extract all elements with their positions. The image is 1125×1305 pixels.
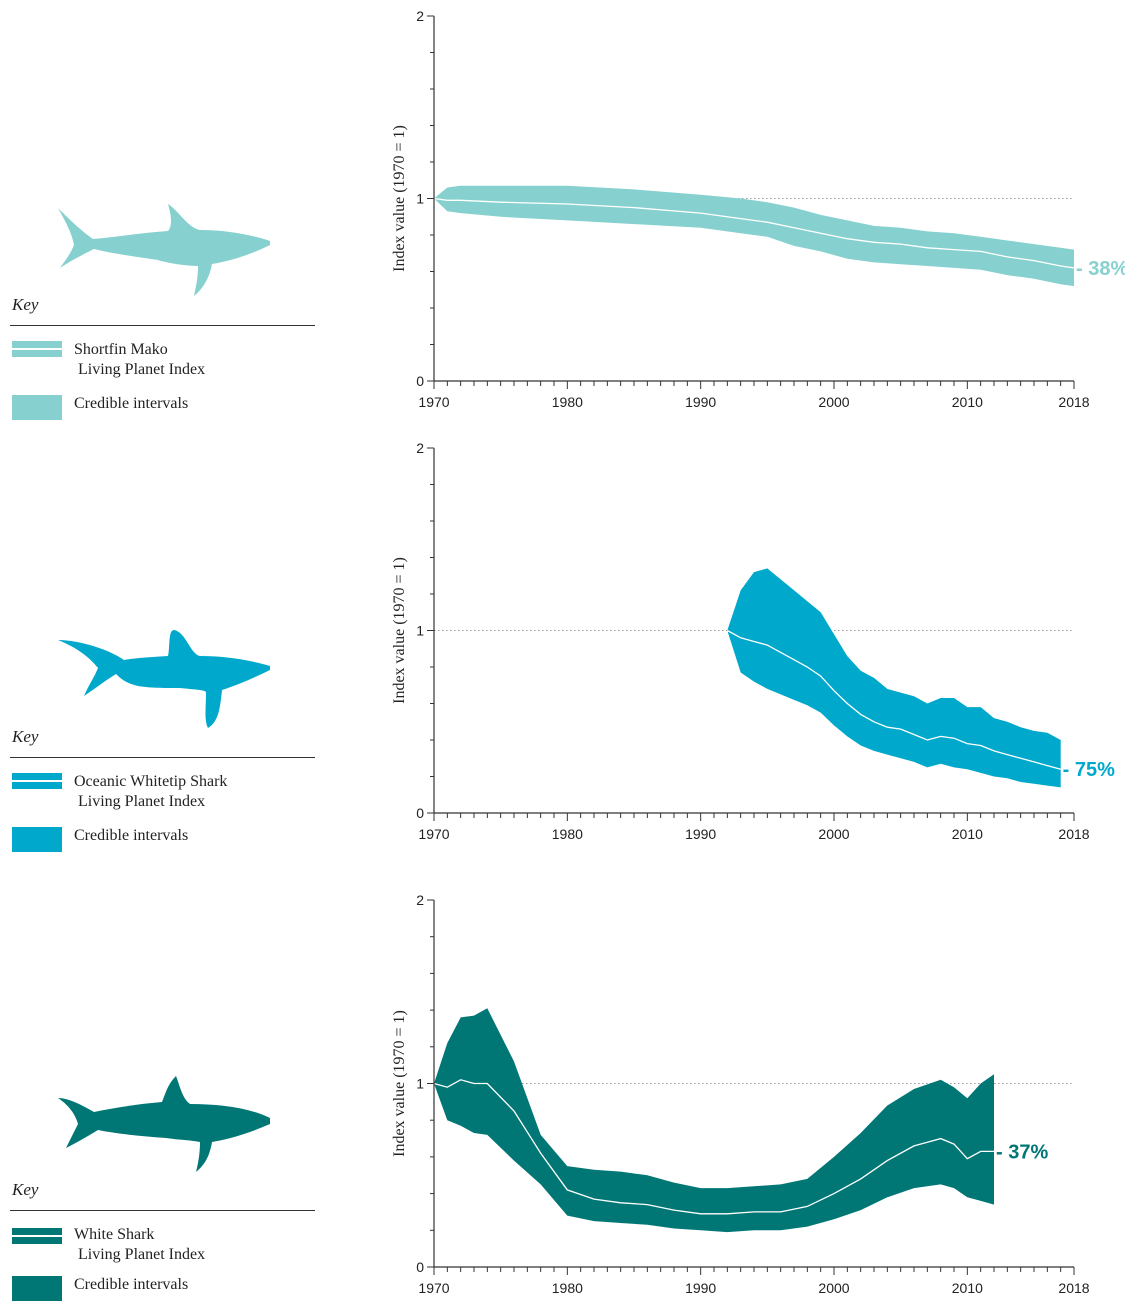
y-tick-label: 2 (416, 440, 424, 456)
y-axis-title: Index value (1970 = 1) (391, 125, 408, 272)
panel-white-shark: Key White Shark Living Planet Index Cred… (0, 878, 1125, 1305)
x-tick-label: 2018 (1058, 394, 1089, 410)
panel-oceanic-whitetip: Key Oceanic Whitetip Shark Living Planet… (0, 432, 1125, 862)
percent-change-label: - 37% (996, 1141, 1048, 1163)
y-tick-label: 0 (416, 1259, 424, 1275)
interval-swatch (12, 1276, 62, 1301)
x-tick-label: 1980 (552, 1280, 583, 1296)
x-tick-label: 1980 (552, 826, 583, 842)
y-axis-title: Index value (1970 = 1) (391, 1010, 408, 1157)
x-tick-label: 1980 (552, 394, 583, 410)
x-tick-label: 1990 (685, 394, 716, 410)
chart-oceanic-whitetip: 0 1 2 1970 1980 1990 2000 2010 2018 Index value (… (391, 440, 1115, 842)
credible-interval-band (727, 568, 1061, 788)
index-legend-label: White Shark Living Planet Index (74, 1226, 206, 1263)
key-divider (10, 325, 315, 326)
x-tick-label: 2000 (818, 394, 849, 410)
index-line-swatch (12, 773, 62, 789)
x-tick-label: 1970 (418, 394, 449, 410)
index-line-swatch (12, 1228, 62, 1244)
interval-swatch (12, 395, 62, 420)
x-tick-label: 2018 (1058, 826, 1089, 842)
y-tick-label: 2 (416, 8, 424, 24)
y-tick-label: 1 (416, 1076, 424, 1092)
oceanic-whitetip-silhouette-icon (58, 630, 270, 728)
index-line (433, 197, 1075, 269)
x-tick-label: 1970 (418, 1280, 449, 1296)
interval-legend-label: Credible intervals (74, 827, 189, 844)
chart-shortfin-mako: 0 1 2 1970 1980 1990 2000 2010 2018 Index value (… (391, 8, 1125, 410)
index-line (726, 629, 1061, 770)
x-tick-label: 1990 (685, 826, 716, 842)
chart-white-shark: 0 1 2 1970 1980 1990 2000 2010 2018 Index value (… (391, 892, 1090, 1296)
key-title: Key (12, 1180, 39, 1199)
y-tick-label: 0 (416, 373, 424, 389)
panel-shortfin-mako: Key Shortfin Mako Living Planet Index Cr… (0, 0, 1125, 430)
index-legend-label: Shortfin Mako Living Planet Index (74, 341, 206, 378)
y-tick-label: 1 (416, 623, 424, 639)
key-title: Key (12, 727, 39, 746)
index-legend-label: Oceanic Whitetip Shark Living Planet Ind… (74, 773, 228, 810)
interval-legend-label: Credible intervals (74, 395, 189, 412)
y-axis-title: Index value (1970 = 1) (391, 557, 408, 704)
percent-change-label: - 38% (1076, 258, 1125, 280)
y-tick-label: 1 (416, 191, 424, 207)
x-tick-label: 2010 (952, 826, 983, 842)
x-tick-label: 2000 (818, 826, 849, 842)
credible-interval-band (434, 185, 1074, 287)
white-shark-silhouette-icon (58, 1076, 270, 1172)
x-tick-label: 2018 (1058, 1280, 1089, 1296)
interval-legend-label: Credible intervals (74, 1276, 189, 1293)
key-title: Key (12, 295, 39, 314)
key-divider (10, 1210, 315, 1211)
interval-swatch (12, 827, 62, 852)
key-divider (10, 757, 315, 758)
x-tick-label: 2000 (818, 1280, 849, 1296)
y-tick-label: 2 (416, 892, 424, 908)
x-tick-label: 1970 (418, 826, 449, 842)
credible-interval-band (434, 1008, 994, 1233)
x-tick-label: 2010 (952, 1280, 983, 1296)
shortfin-mako-silhouette-icon (58, 204, 270, 296)
percent-change-label: - 75% (1063, 759, 1115, 781)
y-tick-label: 0 (416, 805, 424, 821)
x-tick-label: 1990 (685, 1280, 716, 1296)
index-line-swatch (12, 341, 62, 357)
index-line (433, 1079, 994, 1215)
x-tick-label: 2010 (952, 394, 983, 410)
